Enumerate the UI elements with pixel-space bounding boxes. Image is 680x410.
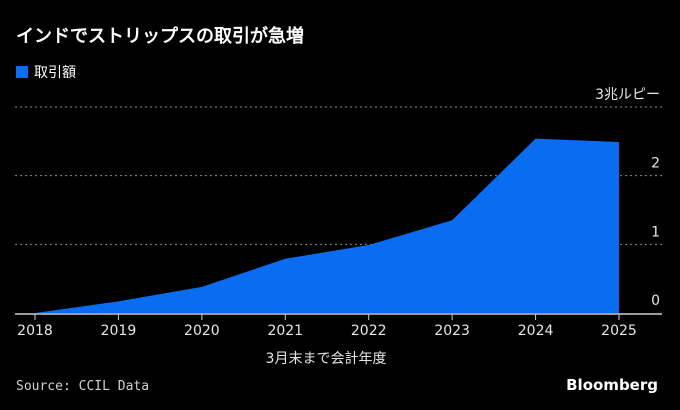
x-tick-label: 2019: [101, 323, 137, 339]
chart-title: インドでストリップスの取引が急増: [16, 26, 304, 47]
x-tick-label: 2023: [434, 323, 470, 339]
x-tick-label: 2020: [184, 323, 220, 339]
x-tick-label: 2021: [267, 323, 303, 339]
y-tick-label: 1: [651, 224, 660, 240]
y-tick-label: 3兆ルピー: [595, 87, 660, 103]
y-tick-label: 2: [651, 156, 660, 172]
x-tick-label: 2024: [518, 323, 554, 339]
legend-label: 取引額: [34, 65, 76, 81]
x-axis-label: 3月末まで会計年度: [266, 351, 387, 367]
x-tick-label: 2022: [351, 323, 387, 339]
source-note: Source: CCIL Data: [16, 379, 150, 394]
legend-swatch: [16, 66, 28, 78]
area-series: [35, 138, 619, 313]
x-tick-label: 2018: [17, 323, 53, 339]
y-tick-label: 0: [651, 293, 660, 309]
x-tick-label: 2025: [601, 323, 637, 339]
legend: 取引額: [16, 62, 76, 82]
bloomberg-logo: Bloomberg: [566, 376, 658, 394]
